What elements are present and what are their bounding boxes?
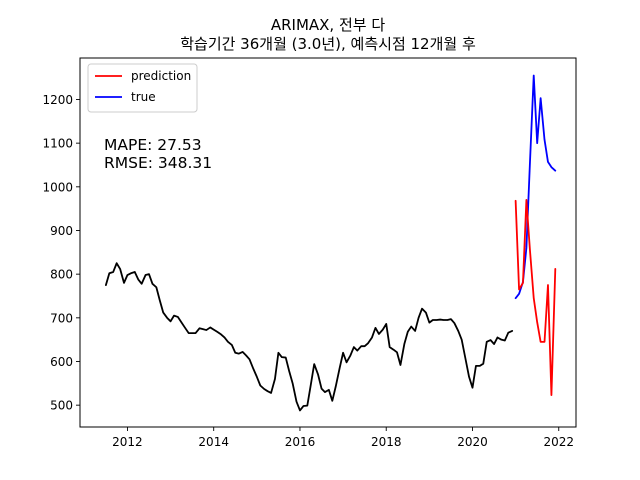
y-tick-label: 900 (50, 224, 73, 238)
x-tick-label: 2016 (285, 435, 316, 449)
x-tick-label: 2018 (371, 435, 402, 449)
chart-title-line1: ARIMAX, 전부 다 (271, 16, 385, 34)
legend-label-prediction: prediction (131, 69, 191, 83)
legend-label-true: true (131, 90, 156, 104)
x-tick-label: 2014 (198, 435, 229, 449)
x-axis: 2012 2014 2016 2018 2020 2022 (112, 427, 574, 449)
y-tick-label: 700 (50, 311, 73, 325)
y-tick-label: 1100 (42, 137, 73, 151)
series-line-history (104, 262, 514, 412)
y-tick-label: 800 (50, 268, 73, 282)
x-tick-label: 2020 (457, 435, 488, 449)
x-tick-label: 2012 (112, 435, 143, 449)
chart-title-line2: 학습기간 36개월 (3.0년), 예측시점 12개월 후 (180, 35, 476, 53)
y-tick-label: 1200 (42, 93, 73, 107)
y-tick-label: 1000 (42, 180, 73, 194)
x-tick-label: 2022 (543, 435, 574, 449)
y-axis: 500 600 700 800 900 1000 1100 1200 (42, 93, 80, 413)
plot-area: 2012 2014 2016 2018 2020 2022 500 600 700 800 900… (42, 57, 577, 449)
legend: prediction true (87, 63, 198, 113)
y-tick-label: 500 (50, 399, 73, 413)
rmse-annotation: RMSE: 348.31 (104, 154, 212, 172)
axes-frame (79, 57, 577, 428)
y-tick-label: 600 (50, 355, 73, 369)
mape-annotation: MAPE: 27.53 (104, 136, 202, 154)
series-layer (104, 74, 557, 412)
series-line-prediction (514, 199, 557, 397)
